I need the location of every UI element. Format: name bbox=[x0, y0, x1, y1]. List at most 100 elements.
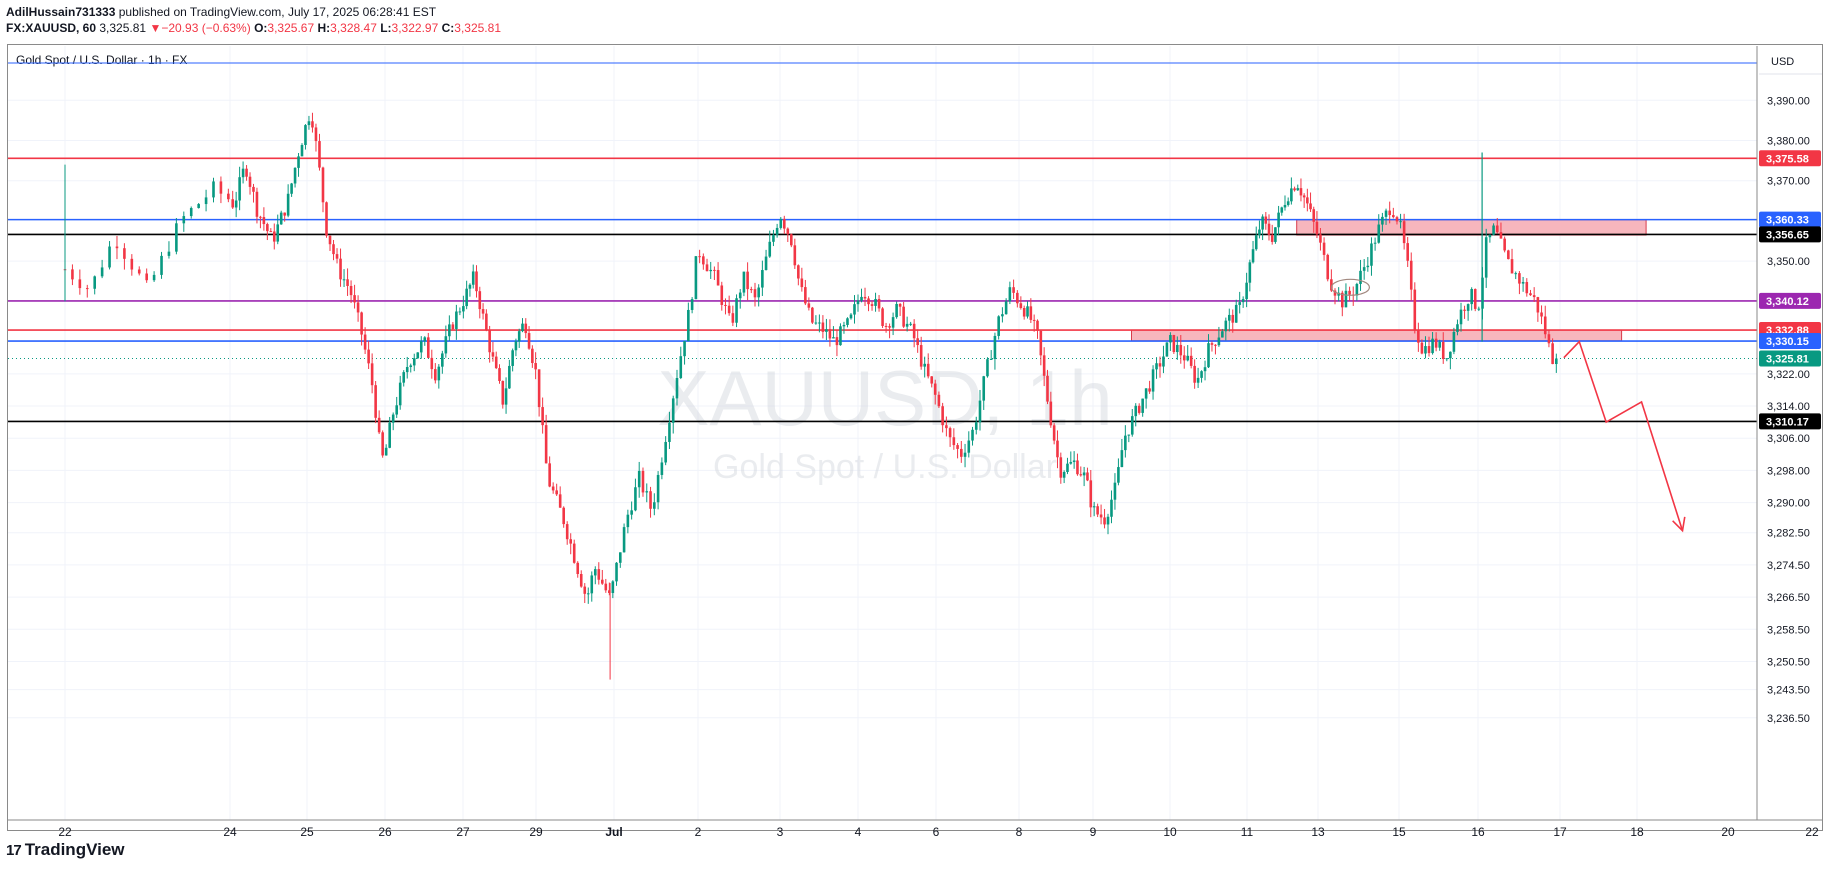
candle-body bbox=[790, 234, 793, 246]
candle-body bbox=[1529, 293, 1532, 296]
candle-body bbox=[1120, 450, 1124, 468]
price-tick-label: 3,370.00 bbox=[1767, 176, 1810, 188]
time-tick-label: 24 bbox=[223, 825, 237, 839]
candle-body bbox=[1518, 273, 1521, 284]
candle-body bbox=[123, 248, 126, 259]
time-tick-label: 3 bbox=[777, 825, 784, 839]
candle-body bbox=[544, 425, 548, 464]
candle-body bbox=[1141, 398, 1144, 413]
price-level-tag bbox=[1759, 292, 1821, 309]
candle-body bbox=[615, 562, 618, 582]
candle-body bbox=[527, 333, 531, 349]
candle-body bbox=[1463, 309, 1466, 311]
price-tick-label: 3,250.50 bbox=[1767, 656, 1810, 668]
low-label: L: bbox=[380, 21, 392, 35]
candle-body bbox=[1395, 217, 1399, 222]
candle-body bbox=[238, 177, 241, 201]
candle-body bbox=[1286, 201, 1290, 205]
candle-body bbox=[1296, 188, 1300, 191]
candle-body bbox=[753, 289, 757, 298]
candle-body bbox=[182, 216, 186, 224]
candle-body bbox=[870, 304, 874, 306]
candle-body bbox=[945, 425, 948, 429]
candle-body bbox=[675, 378, 679, 399]
candle-body bbox=[664, 441, 667, 463]
candle-body bbox=[608, 590, 611, 594]
candle-body bbox=[611, 581, 615, 594]
time-tick-label: 13 bbox=[1311, 825, 1325, 839]
supply-demand-zone bbox=[1296, 219, 1647, 236]
candle-body bbox=[713, 269, 716, 271]
candle-body bbox=[1306, 197, 1309, 204]
candle-body bbox=[1127, 434, 1131, 436]
time-tick-label: 10 bbox=[1163, 825, 1177, 839]
candle-body bbox=[1155, 363, 1158, 370]
time-tick-label: 25 bbox=[300, 825, 314, 839]
candle-body bbox=[1001, 314, 1004, 317]
candle-body bbox=[645, 491, 649, 493]
candle-body bbox=[1470, 289, 1473, 305]
time-tick-label: 18 bbox=[1630, 825, 1644, 839]
candle-body bbox=[1099, 514, 1103, 518]
candle-body bbox=[293, 167, 297, 184]
candle-body bbox=[1373, 242, 1377, 244]
candle-body bbox=[1227, 314, 1231, 321]
candle-body bbox=[590, 575, 594, 594]
candle-body bbox=[1162, 356, 1165, 367]
candle-body bbox=[290, 183, 293, 194]
candle-body bbox=[349, 285, 353, 296]
candle-body bbox=[1449, 351, 1452, 359]
candle-body bbox=[212, 181, 215, 198]
author-name[interactable]: AdilHussain731333 bbox=[6, 5, 116, 19]
candle-body bbox=[342, 279, 346, 281]
candle-body bbox=[332, 244, 335, 255]
price-tick-label: 3,350.00 bbox=[1767, 256, 1810, 268]
price-tick-label: 3,266.50 bbox=[1767, 592, 1810, 604]
price-level-tag-text: 3,325.81 bbox=[1766, 353, 1809, 365]
candle-body bbox=[1210, 343, 1214, 345]
candle-body bbox=[779, 218, 783, 228]
candle-body bbox=[1417, 330, 1420, 343]
candle-body bbox=[1186, 355, 1190, 361]
low-value: 3,322.97 bbox=[391, 21, 439, 35]
candle-body bbox=[498, 368, 501, 381]
candle-body bbox=[304, 125, 307, 145]
candle-body bbox=[1179, 344, 1183, 356]
currency-label: USD bbox=[1771, 56, 1794, 68]
candle-body bbox=[1532, 295, 1536, 298]
candle-body bbox=[849, 314, 853, 319]
time-tick-label: 26 bbox=[378, 825, 392, 839]
candle-body bbox=[1169, 335, 1172, 343]
candle-body bbox=[1059, 457, 1063, 478]
price-tick-label: 3,306.00 bbox=[1767, 433, 1810, 445]
candle-body bbox=[1019, 303, 1023, 309]
candle-body bbox=[219, 181, 223, 194]
candle-body bbox=[842, 324, 846, 327]
price-tick-label: 3,258.50 bbox=[1767, 624, 1810, 636]
candle-body bbox=[1459, 309, 1463, 325]
candle-body bbox=[307, 121, 311, 126]
candle-body bbox=[189, 208, 193, 217]
watermark-symbol: XAUUSD, 1h bbox=[657, 354, 1112, 442]
published-text: published on TradingView.com, July 17, 2… bbox=[118, 5, 437, 19]
time-tick-label: 29 bbox=[529, 825, 543, 839]
price-level-tag bbox=[1759, 226, 1821, 243]
candle-body bbox=[1503, 238, 1506, 251]
candle-body bbox=[458, 311, 462, 313]
price-tick-label: 3,390.00 bbox=[1767, 95, 1810, 107]
candle-body bbox=[1004, 301, 1008, 315]
candle-body bbox=[735, 298, 738, 323]
price-level-tag bbox=[1759, 211, 1821, 228]
candle-body bbox=[622, 527, 626, 553]
candle-body bbox=[1445, 358, 1449, 360]
candle-body bbox=[971, 429, 974, 441]
candle-body bbox=[1089, 480, 1093, 508]
candle-body bbox=[504, 388, 508, 405]
candle-body bbox=[867, 298, 870, 305]
candle-body bbox=[814, 322, 818, 324]
open-label: O: bbox=[254, 21, 268, 35]
candle-body bbox=[1377, 224, 1381, 243]
candle-body bbox=[548, 463, 551, 487]
candle-body bbox=[1525, 282, 1529, 294]
